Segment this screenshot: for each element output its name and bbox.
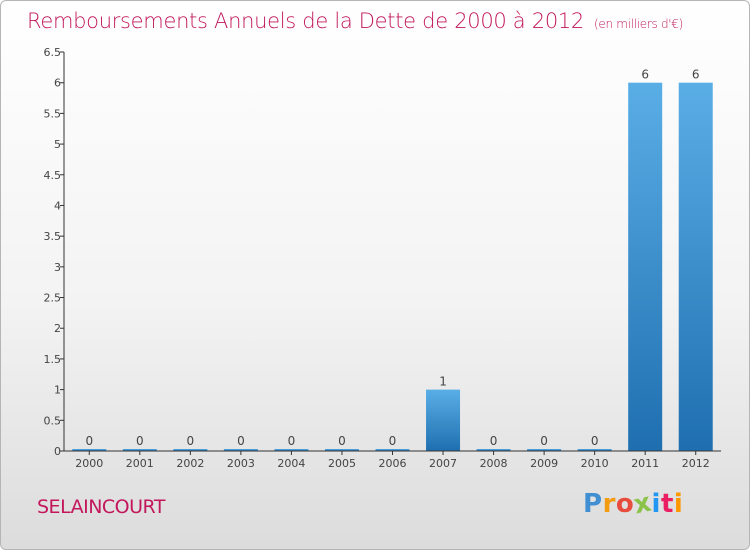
logo-letter: i: [651, 489, 661, 519]
data-label-2006: 0: [389, 434, 397, 448]
x-tick-label: 2009: [530, 457, 558, 470]
data-label-2002: 0: [187, 434, 195, 448]
data-label-2011: 6: [641, 68, 649, 82]
bar-2002: [173, 449, 208, 451]
x-tick-label: 2007: [429, 457, 457, 470]
x-tick-label: 2001: [126, 457, 154, 470]
x-tick-label: 2012: [682, 457, 710, 470]
data-label-2000: 0: [85, 434, 93, 448]
bar-2005: [324, 449, 359, 451]
bar-2006: [375, 449, 410, 451]
y-tick-label: 3.5: [44, 230, 62, 243]
data-label-2008: 0: [490, 434, 498, 448]
bars-group: 0 0 0 0 0 0 0 1 0 0 0 6 6: [72, 68, 713, 451]
commune-name: SELAINCOURT: [37, 496, 165, 518]
y-tick-label: 1: [54, 384, 61, 397]
x-tick-label: 2005: [328, 457, 356, 470]
data-label-2005: 0: [338, 434, 346, 448]
data-label-2007: 1: [439, 375, 447, 389]
logo-letter: i: [673, 489, 684, 519]
bar-2004: [274, 449, 309, 451]
bar-2010: [577, 449, 612, 451]
y-tick-label: 1.5: [44, 353, 62, 366]
data-label-2003: 0: [237, 434, 245, 448]
bar-2000: [72, 449, 107, 451]
logo-letter: t: [660, 489, 674, 519]
y-tick-label: 4.5: [44, 169, 62, 182]
logo-letter: o: [615, 489, 635, 519]
y-tick-label: 6.5: [44, 46, 62, 59]
logo-letter: P: [583, 489, 603, 519]
bar-2001: [122, 449, 157, 451]
x-tick-label: 2003: [227, 457, 255, 470]
y-axis: 0 0.5 1 1.5 2 2.5 3 3.5 4 4.5 5 5.5 6 6.5: [44, 46, 65, 458]
data-label-2001: 0: [136, 434, 144, 448]
x-axis: 2000 2001 2002 2003 2004 2005 2006 2007 2008 2009…: [64, 450, 721, 470]
bar-2003: [223, 449, 258, 451]
bar-2011: [628, 82, 663, 451]
bar-2012: [678, 82, 713, 451]
logo-letter: r: [602, 489, 616, 519]
x-tick-label: 2006: [379, 457, 407, 470]
x-tick-label: 2000: [75, 457, 103, 470]
data-label-2009: 0: [540, 434, 548, 448]
y-tick-label: 2: [54, 322, 61, 335]
y-tick-label: 2.5: [44, 292, 62, 305]
proxiti-logo: Proxiti: [583, 488, 684, 521]
bar-2008: [476, 449, 511, 451]
y-tick-label: 5.5: [44, 107, 62, 120]
data-label-2010: 0: [591, 434, 599, 448]
title-text: Remboursements Annuels de la Dette de 20…: [27, 9, 584, 33]
y-tick-label: 0: [54, 445, 61, 458]
x-tick-label: 2011: [631, 457, 659, 470]
y-tick-label: 6: [54, 77, 61, 90]
x-tick-label: 2010: [581, 457, 609, 470]
bar-2007: [426, 389, 461, 451]
y-tick-label: 0.5: [44, 414, 62, 427]
bar-2009: [527, 449, 562, 451]
x-tick-label: 2002: [176, 457, 204, 470]
x-tick-label: 2008: [480, 457, 508, 470]
x-tick-label: 2004: [277, 457, 305, 470]
chart-title: Remboursements Annuels de la Dette de 20…: [27, 9, 683, 33]
data-label-2004: 0: [288, 434, 296, 448]
y-tick-label: 4: [54, 199, 61, 212]
y-tick-label: 3: [54, 261, 61, 274]
y-tick-label: 5: [54, 138, 61, 151]
unit-label: (en milliers d'€): [594, 17, 684, 31]
data-label-2012: 6: [692, 68, 700, 82]
